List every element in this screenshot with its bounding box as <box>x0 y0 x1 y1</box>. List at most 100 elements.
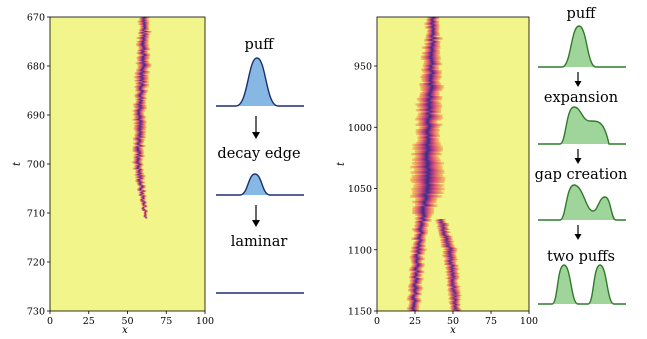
turbulence-segment <box>413 233 427 237</box>
left-plot-background <box>50 17 205 311</box>
turbulence-segment <box>143 210 149 213</box>
turbulence-segment <box>416 132 440 136</box>
left-ylabel: t <box>12 161 23 166</box>
turbulence-segment <box>415 198 438 202</box>
turbulence-segment <box>136 44 150 47</box>
turbulence-segment <box>418 119 438 123</box>
turbulence-segment <box>414 202 434 206</box>
turbulence-segment <box>410 250 425 253</box>
turbulence-segment <box>415 129 441 132</box>
turbulence-segment <box>138 23 150 26</box>
turbulence-segment <box>415 108 441 112</box>
turbulence-segment <box>143 215 147 218</box>
label-gap-creation: gap creation <box>535 167 628 183</box>
turbulence-segment <box>138 42 149 44</box>
turbulence-segment <box>415 226 427 229</box>
turbulence-segment <box>414 235 426 239</box>
turbulence-segment <box>136 182 144 185</box>
turbulence-segment <box>423 81 441 84</box>
turbulence-segment <box>411 228 428 231</box>
decay-edge-profile <box>216 173 304 196</box>
turbulence-segment <box>134 93 147 96</box>
turbulence-segment <box>136 181 146 184</box>
turbulence-segment <box>140 24 149 27</box>
turbulence-segment <box>132 147 144 150</box>
turbulence-segment <box>139 185 146 188</box>
turbulence-segment <box>138 67 149 70</box>
arrow-2-head <box>252 220 260 227</box>
turbulence-segment <box>136 40 149 43</box>
label-laminar: laminar <box>231 234 288 250</box>
turbulence-segment <box>421 73 441 77</box>
turbulence-segment <box>410 259 423 262</box>
turbulence-segment <box>141 206 146 209</box>
turbulence-segment <box>133 112 145 115</box>
turbulence-segment <box>138 38 149 41</box>
y-tick-label: 670 <box>27 13 45 24</box>
turbulence-segment <box>427 24 440 27</box>
turbulence-segment <box>134 94 146 97</box>
turbulence-segment <box>420 55 441 59</box>
arrow-r2-head <box>574 158 582 164</box>
turbulence-segment <box>416 219 432 222</box>
turbulence-segment <box>412 147 444 150</box>
turbulence-segment <box>413 230 429 233</box>
turbulence-segment <box>426 17 440 20</box>
turbulence-segment <box>411 270 425 274</box>
turbulence-segment <box>135 84 150 87</box>
turbulence-segment <box>421 77 441 81</box>
turbulence-segment <box>135 121 147 124</box>
turbulence-segment <box>423 61 441 64</box>
turbulence-segment <box>134 143 143 146</box>
turbulence-segment <box>414 182 440 185</box>
turbulence-segment <box>132 113 145 116</box>
turbulence-segment <box>424 39 439 42</box>
x-tick-label: 50 <box>121 316 133 327</box>
turbulence-segment <box>134 135 145 137</box>
turbulence-segment <box>139 199 144 201</box>
turbulence-segment <box>414 220 428 224</box>
left-turbulent-band <box>131 17 152 219</box>
x-tick-label: 100 <box>520 316 538 327</box>
turbulence-segment <box>415 123 443 127</box>
turbulence-segment <box>135 180 144 183</box>
turbulence-segment <box>417 136 438 139</box>
turbulence-segment <box>134 166 142 169</box>
left-y-ticks: 670 680 690 700 710 720 730 <box>27 13 50 318</box>
turbulence-segment <box>415 130 439 134</box>
x-tick-label: 0 <box>47 316 53 327</box>
turbulence-segment <box>143 211 147 214</box>
turbulence-segment <box>410 165 443 169</box>
turbulence-segment <box>416 215 432 218</box>
turbulence-segment <box>423 62 443 66</box>
turbulence-segment <box>418 99 439 103</box>
turbulence-segment <box>139 25 149 28</box>
right-spacetime-plot: 950 1000 1050 1100 1150 0 25 50 75 100 x t <box>336 16 538 336</box>
turbulence-segment <box>134 96 146 98</box>
turbulence-segment <box>421 79 440 82</box>
turbulence-segment <box>135 131 147 134</box>
turbulence-segment <box>136 83 149 86</box>
turbulence-segment <box>139 30 152 33</box>
turbulence-segment <box>138 194 144 196</box>
turbulence-segment <box>136 175 146 178</box>
turbulence-segment <box>132 137 143 140</box>
turbulence-segment <box>425 44 441 47</box>
turbulence-segment <box>424 48 440 51</box>
turbulence-segment <box>408 303 420 307</box>
turbulence-segment <box>418 107 441 110</box>
turbulence-segment <box>135 141 145 144</box>
turbulence-segment <box>136 78 149 81</box>
turbulence-segment <box>424 59 440 62</box>
turbulence-segment <box>133 116 147 119</box>
x-tick-label: 75 <box>160 316 172 327</box>
y-tick-label: 1150 <box>348 307 372 318</box>
turbulence-segment <box>139 54 151 57</box>
turbulence-segment <box>412 248 427 251</box>
turbulence-segment <box>411 246 425 250</box>
turbulence-segment <box>422 64 439 68</box>
turbulence-segment <box>135 107 147 110</box>
turbulence-segment <box>135 123 147 126</box>
turbulence-segment <box>133 122 146 125</box>
